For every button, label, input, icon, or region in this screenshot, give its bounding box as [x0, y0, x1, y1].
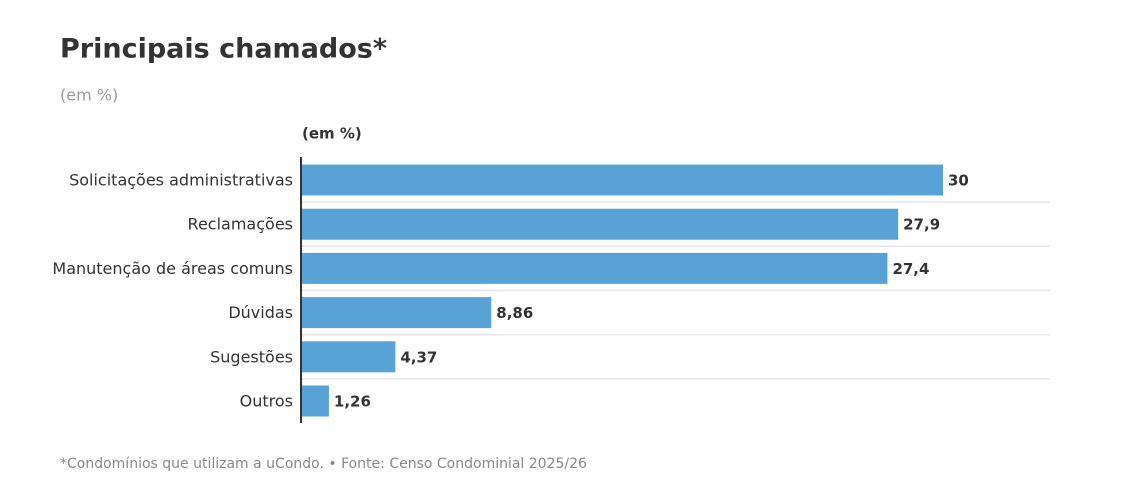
category-label: Reclamações	[188, 215, 293, 234]
bar	[302, 208, 899, 240]
bar	[302, 252, 888, 284]
bar	[302, 341, 396, 373]
chart-subtitle: (em %)	[60, 86, 118, 105]
value-label: 4,37	[400, 348, 437, 366]
axis-label: (em %)	[302, 125, 362, 143]
category-label: Manutenção de áreas comuns	[52, 259, 293, 278]
bar	[302, 297, 492, 329]
category-label: Solicitações administrativas	[69, 171, 293, 190]
value-label: 30	[948, 172, 969, 190]
category-label: Dúvidas	[228, 303, 293, 322]
value-label: 1,26	[334, 393, 371, 411]
footnote: *Condomínios que utilizam a uCondo. • Fo…	[60, 456, 587, 472]
value-label: 8,86	[496, 304, 533, 322]
bar	[302, 385, 329, 417]
chart-title: Principais chamados*	[60, 34, 387, 65]
value-label: 27,9	[903, 216, 940, 234]
bar	[302, 164, 943, 196]
value-label: 27,4	[892, 260, 929, 278]
category-label: Sugestões	[210, 347, 293, 366]
category-label: Outros	[240, 392, 293, 411]
